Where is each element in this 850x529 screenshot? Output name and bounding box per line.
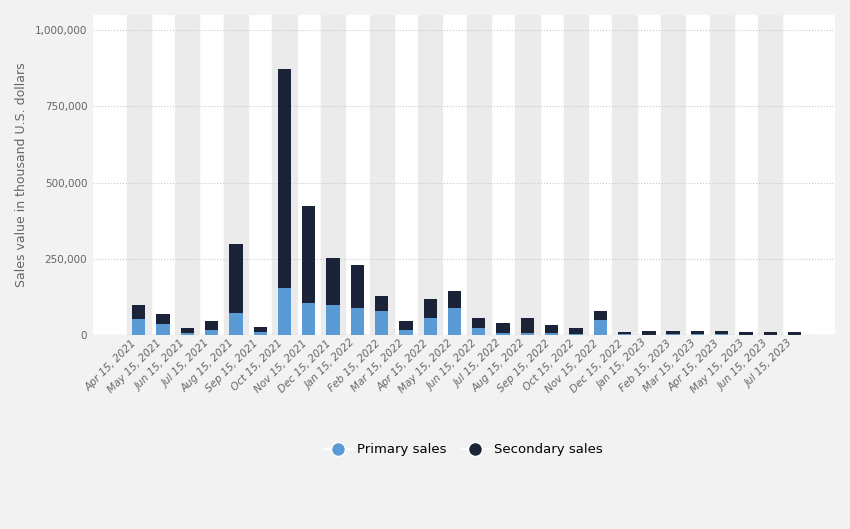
- Bar: [230, 244, 242, 313]
- Bar: [612, 15, 637, 335]
- Bar: [710, 15, 734, 335]
- Bar: [666, 334, 680, 335]
- Bar: [326, 305, 340, 335]
- Bar: [156, 324, 170, 335]
- Bar: [618, 334, 632, 335]
- Bar: [763, 334, 777, 335]
- Bar: [205, 321, 218, 330]
- Bar: [570, 327, 582, 334]
- Bar: [467, 15, 491, 335]
- Bar: [400, 321, 412, 330]
- Bar: [253, 327, 267, 332]
- Bar: [758, 15, 783, 335]
- Bar: [326, 258, 340, 305]
- Bar: [788, 332, 802, 334]
- Bar: [763, 332, 777, 334]
- Bar: [370, 15, 394, 335]
- Bar: [253, 332, 267, 335]
- Bar: [642, 331, 655, 334]
- Bar: [278, 288, 292, 335]
- Bar: [132, 305, 145, 320]
- Bar: [224, 15, 248, 335]
- Bar: [278, 69, 292, 288]
- Bar: [423, 318, 437, 335]
- Legend: Primary sales, Secondary sales: Primary sales, Secondary sales: [320, 438, 608, 461]
- Bar: [545, 333, 558, 335]
- Bar: [521, 333, 534, 335]
- Bar: [740, 334, 753, 335]
- Bar: [181, 327, 194, 333]
- Bar: [321, 15, 345, 335]
- Bar: [127, 15, 151, 335]
- Bar: [618, 332, 632, 334]
- Bar: [351, 265, 364, 308]
- Bar: [496, 323, 510, 333]
- Bar: [715, 334, 728, 335]
- Bar: [205, 330, 218, 335]
- Bar: [691, 331, 704, 334]
- Bar: [181, 333, 194, 335]
- Bar: [272, 15, 297, 335]
- Bar: [593, 312, 607, 320]
- Bar: [740, 332, 753, 334]
- Bar: [642, 334, 655, 335]
- Bar: [400, 330, 412, 335]
- Bar: [375, 311, 388, 335]
- Bar: [515, 15, 540, 335]
- Bar: [302, 206, 315, 303]
- Bar: [472, 318, 485, 327]
- Bar: [351, 308, 364, 335]
- Bar: [418, 15, 442, 335]
- Bar: [545, 325, 558, 333]
- Bar: [448, 308, 462, 335]
- Bar: [593, 320, 607, 335]
- Y-axis label: Sales value in thousand U.S. dollars: Sales value in thousand U.S. dollars: [15, 63, 28, 287]
- Bar: [472, 327, 485, 335]
- Bar: [666, 331, 680, 334]
- Bar: [302, 303, 315, 335]
- Bar: [156, 314, 170, 324]
- Bar: [661, 15, 685, 335]
- Bar: [570, 334, 582, 335]
- Bar: [448, 291, 462, 308]
- Bar: [132, 320, 145, 335]
- Bar: [691, 334, 704, 335]
- Bar: [175, 15, 200, 335]
- Bar: [375, 296, 388, 311]
- Bar: [423, 298, 437, 318]
- Bar: [788, 334, 802, 335]
- Bar: [496, 333, 510, 335]
- Bar: [715, 331, 728, 334]
- Bar: [230, 313, 242, 335]
- Bar: [521, 318, 534, 333]
- Bar: [564, 15, 588, 335]
